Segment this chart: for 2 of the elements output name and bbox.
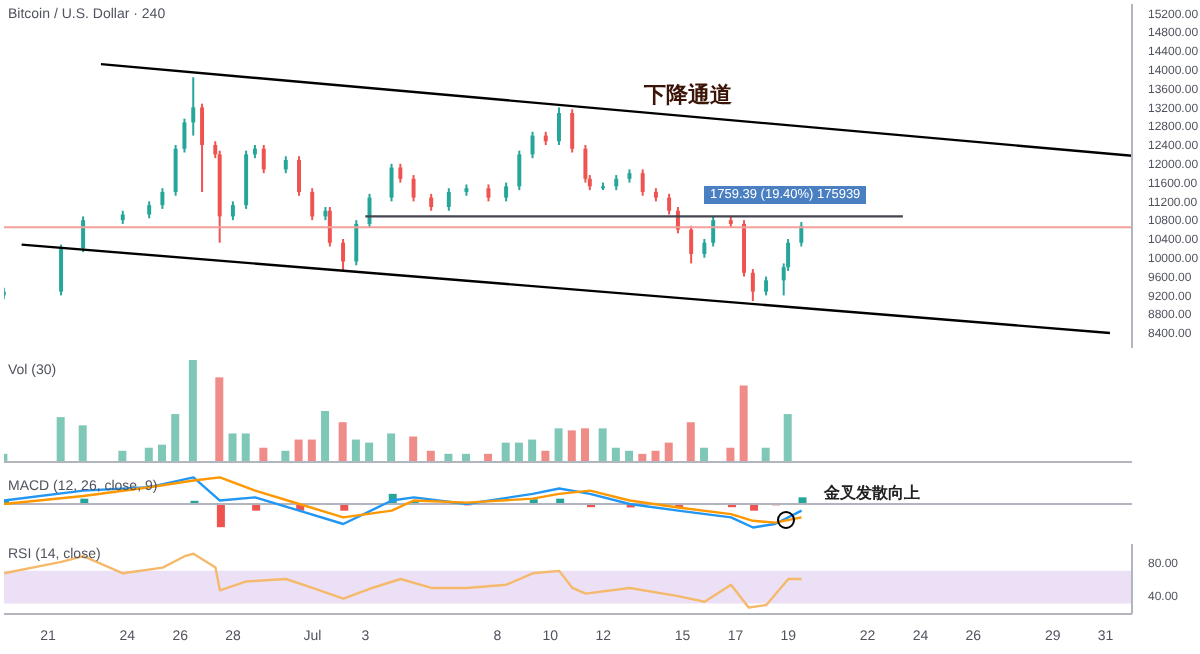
annotation: 下降通道 bbox=[644, 81, 732, 110]
annotation: 金叉发散向上 bbox=[824, 482, 920, 504]
